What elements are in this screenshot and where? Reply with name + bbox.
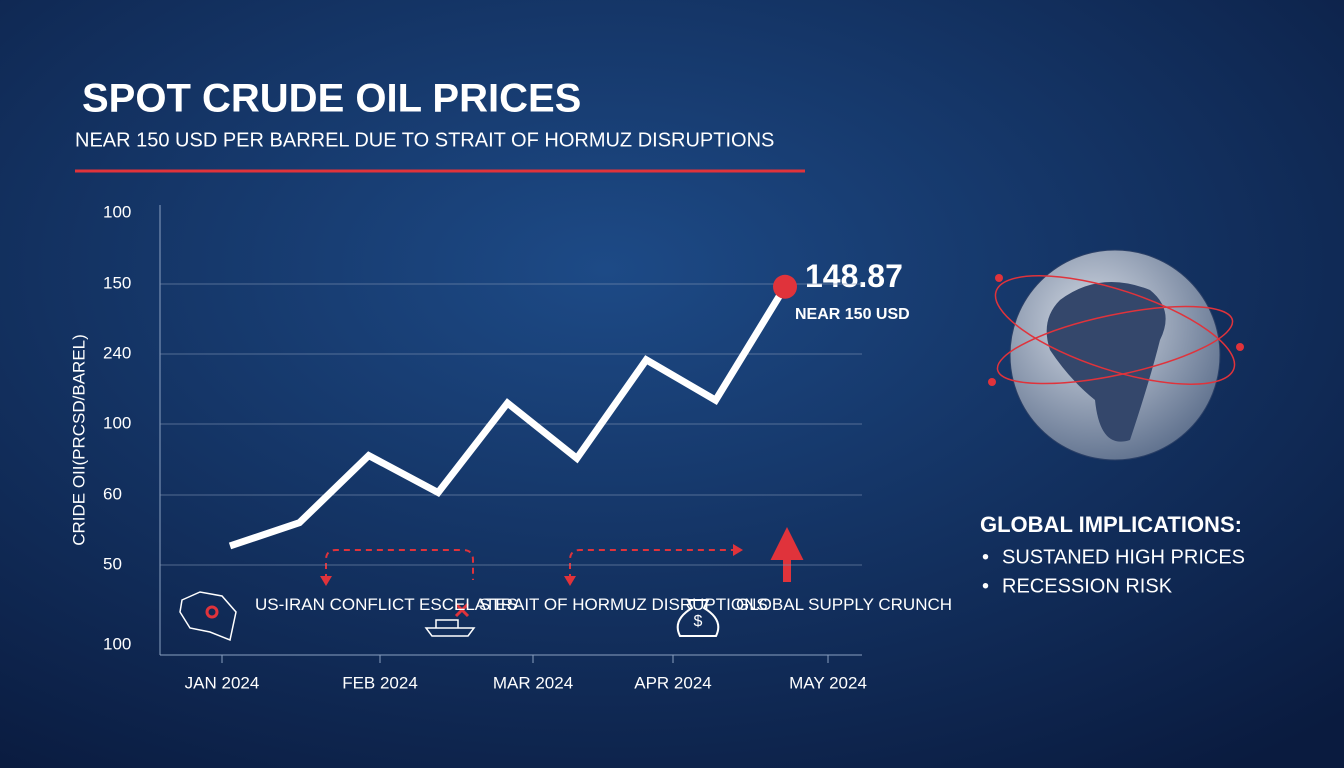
up-arrow: [770, 527, 804, 582]
implication: SUSTANED HIGH PRICES: [1002, 546, 1245, 568]
orbit: [994, 275, 1236, 385]
event-label-text: US-IRAN CONFLICT ESCELATES: [255, 595, 518, 614]
event-arrow: [325, 549, 474, 580]
end-value-label: 148.87: [805, 258, 903, 294]
chart-title: SPOT CRUDE OIL PRICES: [82, 77, 581, 121]
event-label-text: GLOBAL SUPPLY CRUNCH: [736, 595, 952, 614]
orbit-dot: [988, 378, 996, 386]
orbit-dot: [995, 274, 1003, 282]
y-tick-label: 150: [103, 273, 131, 292]
y-tick-label: 100: [103, 634, 131, 653]
x-icon: [454, 602, 470, 618]
y-axis-label: CRIDE OII(PRCSD/BAREL): [69, 334, 88, 546]
end-point: [773, 274, 797, 299]
implications-title: GLOBAL IMPLICATIONS:: [980, 512, 1242, 537]
y-tick-label: 60: [103, 484, 122, 503]
y-tick-label: 100: [103, 202, 131, 221]
end-annotation: NEAR 150 USD: [795, 306, 910, 323]
arrow-head: [320, 576, 332, 586]
y-tick-label: 240: [103, 343, 131, 362]
money-bag-icon: [676, 599, 720, 637]
x-tick-label: MAR 2024: [493, 673, 573, 692]
pin-icon: [205, 605, 219, 619]
implication: RECESSION RISK: [1002, 575, 1173, 597]
x-tick-label: MAY 2024: [789, 673, 867, 692]
bullet: •: [982, 546, 989, 568]
chart-subtitle: NEAR 150 USD PER BARREL DUE TO STRAIT OF…: [75, 129, 774, 151]
globe-land: [1046, 282, 1166, 442]
event-label-text: STRAIT OF HORMUZ DISRUPTIONS: [479, 595, 768, 614]
x-tick-label: APR 2024: [634, 673, 712, 692]
price-line: [228, 284, 788, 550]
ship-icon: [424, 619, 476, 637]
event-label: US-IRAN CONFLICT ESCELATES: [255, 595, 518, 614]
orbit: [996, 305, 1234, 385]
event-label: STRAIT OF HORMUZ DISRUPTIONS: [479, 595, 768, 614]
event-label: GLOBAL SUPPLY CRUNCH: [736, 595, 952, 614]
map-icon: [179, 591, 237, 642]
y-tick-label: 50: [103, 554, 122, 573]
orbit-dot: [1236, 343, 1244, 351]
bullet: •: [982, 575, 989, 597]
event-arrow: [569, 549, 735, 580]
y-tick-label: 100: [103, 413, 131, 432]
dollar-icon: $: [694, 613, 703, 630]
x-tick-label: FEB 2024: [342, 673, 418, 692]
x-tick-label: JAN 2024: [185, 673, 260, 692]
